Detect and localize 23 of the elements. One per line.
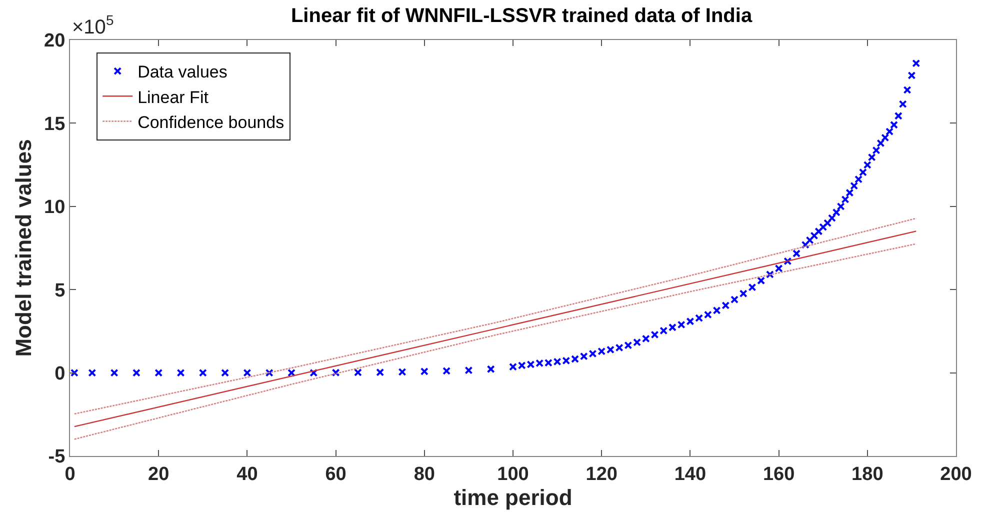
y-tick-label: 5 <box>54 280 66 302</box>
y-tick-label: 0 <box>54 363 66 384</box>
x-tick-label: 140 <box>674 464 706 485</box>
chart-title: Linear fit of WNNFIL-LSSVR trained data of India <box>290 4 753 27</box>
legend-label: Data values <box>138 62 228 82</box>
y-tick-label: 10 <box>44 197 66 218</box>
x-tick-label: 80 <box>414 464 435 485</box>
x-tick-label: 200 <box>940 464 972 485</box>
legend-label: Linear Fit <box>138 88 209 107</box>
x-tick-label: 20 <box>148 464 170 485</box>
x-tick-label: 120 <box>586 464 618 485</box>
text: ×10$^{5}$ <box>72 12 114 38</box>
x-tick-label: 180 <box>852 464 884 485</box>
x-tick-label: 60 <box>325 464 346 485</box>
legend-label: Confidence bounds <box>138 112 284 132</box>
x-tick-label: 40 <box>236 464 258 485</box>
y-tick-label: -5 <box>48 446 66 468</box>
y-tick-label: 20 <box>44 30 66 52</box>
y-tick-label: 15 <box>44 114 66 135</box>
x-axis-title: time period <box>454 484 572 510</box>
x-tick-label: 100 <box>497 464 529 485</box>
x-tick-label: 160 <box>762 464 795 485</box>
y-axis-title: Model trained values <box>10 139 36 357</box>
